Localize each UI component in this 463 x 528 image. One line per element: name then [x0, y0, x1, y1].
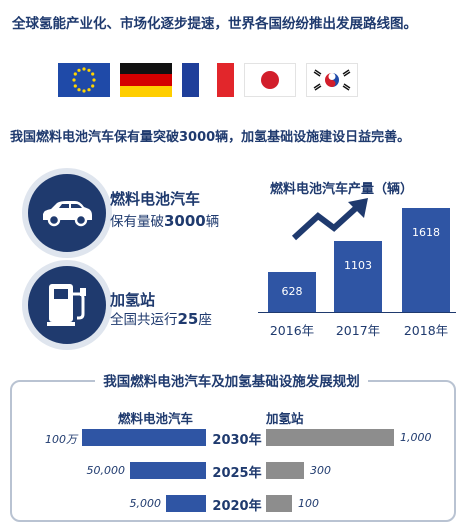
headline-china-status: 我国燃料电池汽车保有量突破3000辆，加氢基础设施建设日益完善。 [10, 130, 411, 145]
stat-title-vehicles: 燃料电池汽车 [110, 190, 201, 208]
trend-arrow-icon [291, 198, 368, 241]
chart-category-label: 2018年 [403, 323, 449, 338]
plan-vehicle-bar [130, 462, 206, 479]
plan-year: 2030年 [212, 433, 262, 448]
station-badge [22, 260, 112, 350]
plan-year: 2020年 [212, 499, 262, 514]
stat-sub-stations: 全国共运行25座 [110, 310, 212, 328]
chart-category-label: 2016年 [269, 323, 315, 338]
germany-flag [120, 63, 172, 97]
legend-stations: 加氢站 [266, 411, 304, 426]
plan-title: 我国燃料电池汽车及加氢基础设施发展规划 [0, 370, 463, 390]
hydrogen-pump-icon [47, 284, 86, 326]
plan-vehicle-value: 100万 [45, 433, 77, 446]
stat-title-stations: 加氢站 [110, 291, 156, 309]
chart-category-label: 2017年 [335, 323, 381, 338]
production-bar-chart: 628 1103 1618 [258, 200, 458, 312]
chart-bar-value: 1618 [412, 226, 440, 239]
chart-bar: 1103 [334, 241, 382, 312]
legend-vehicles: 燃料电池汽车 [118, 411, 194, 426]
plan-station-value: 300 [310, 464, 331, 477]
plan-year: 2025年 [212, 466, 262, 481]
france-flag [182, 63, 234, 97]
chart-bar-value: 628 [281, 285, 303, 298]
chart-bar: 628 [268, 272, 316, 312]
chart-baseline [258, 312, 456, 313]
headline-trends: 全球氢能产业化、市场化逐步提速，世界各国纷纷推出发展路线图。 [12, 16, 417, 32]
plan-station-value: 1,000 [400, 431, 432, 444]
car-badge [22, 168, 112, 258]
korea-flag [306, 63, 358, 97]
japan-flag [244, 63, 296, 97]
plan-station-value: 100 [298, 497, 319, 510]
stat-sub-vehicles: 保有量破3000辆 [110, 212, 220, 230]
plan-vehicle-value: 50,000 [86, 464, 126, 477]
chart-title: 燃料电池汽车产量（辆） [270, 182, 414, 197]
plan-station-bar [266, 462, 304, 479]
plan-vehicle-value: 5,000 [129, 497, 162, 510]
plan-vehicle-bar [166, 495, 206, 512]
eu-flag [58, 63, 110, 97]
chart-bar-value: 1103 [344, 259, 372, 272]
chart-bar: 1618 [402, 208, 450, 312]
car-icon [43, 201, 92, 227]
plan-station-bar [266, 495, 292, 512]
plan-station-bar [266, 429, 394, 446]
plan-vehicle-bar [82, 429, 206, 446]
